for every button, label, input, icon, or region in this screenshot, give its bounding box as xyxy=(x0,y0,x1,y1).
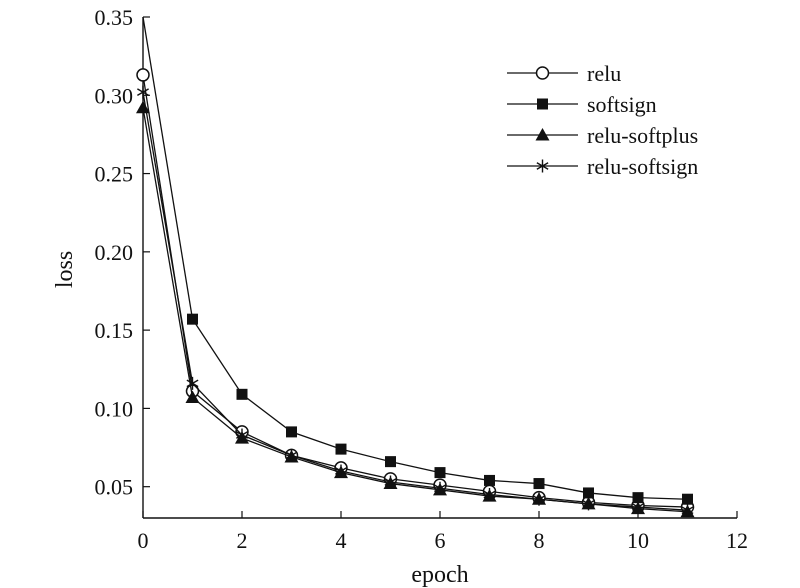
y-tick-label: 0.35 xyxy=(95,5,134,30)
asterisk-stroke xyxy=(335,467,347,475)
legend-marker xyxy=(535,66,550,80)
y-tick-label: 0.20 xyxy=(95,240,134,265)
data-point-relu xyxy=(136,68,150,82)
data-point-relu-softsign xyxy=(285,448,298,462)
asterisk-stroke xyxy=(236,431,248,439)
series-layer xyxy=(136,16,695,518)
data-point-relu-softsign xyxy=(632,500,644,514)
data-point-relu-softsign xyxy=(582,497,595,511)
series-line-relu xyxy=(142,74,688,508)
asterisk-stroke xyxy=(632,503,644,511)
data-point-softsign xyxy=(484,474,495,486)
x-tick-label: 2 xyxy=(237,528,248,553)
x-tick-label: 10 xyxy=(627,528,649,553)
asterisk-stroke xyxy=(434,484,446,493)
data-point-softsign xyxy=(682,493,693,505)
data-point-softsign xyxy=(632,492,644,504)
asterisk-stroke xyxy=(483,490,496,499)
legend-label: relu-softplus xyxy=(587,123,698,148)
y-tick-label: 0.10 xyxy=(95,396,134,421)
data-point-softsign xyxy=(385,456,396,468)
asterisk-stroke xyxy=(186,379,199,388)
series-relu-softsign xyxy=(137,85,694,517)
x-tick-label: 8 xyxy=(534,528,545,553)
asterisk-stroke xyxy=(137,88,149,97)
asterisk-stroke xyxy=(536,162,549,170)
legend-label: relu-softsign xyxy=(587,154,698,179)
data-point-relu-softsign xyxy=(236,428,248,442)
data-point-softsign xyxy=(236,388,248,400)
series-softsign xyxy=(142,16,693,505)
data-point-relu-softsign xyxy=(483,488,496,502)
data-point-relu-softsign xyxy=(335,464,347,478)
x-tick-label: 6 xyxy=(435,528,446,553)
data-point-relu-softsign xyxy=(681,503,694,517)
series-line-relu-softsign xyxy=(142,92,688,511)
legend-marker xyxy=(536,159,549,173)
data-point-softsign xyxy=(187,313,198,325)
x-tick-label: 0 xyxy=(138,528,149,553)
legend-item-relu: relu xyxy=(507,61,621,86)
asterisk-stroke xyxy=(582,500,595,508)
data-point-softsign xyxy=(335,443,347,455)
data-point-relu-softsign xyxy=(384,475,397,489)
y-tick-label: 0.30 xyxy=(95,83,134,108)
data-point-softsign xyxy=(533,478,545,490)
data-point-relu-softsign xyxy=(186,376,199,390)
data-point-softsign xyxy=(434,467,446,479)
y-tick-label: 0.05 xyxy=(95,475,134,500)
legend-marker xyxy=(535,128,550,141)
series-line-softsign xyxy=(142,16,688,500)
y-tick-label: 0.25 xyxy=(95,162,134,187)
x-tick-label: 12 xyxy=(726,528,748,553)
data-point-relu-softsign xyxy=(434,481,446,495)
legend-label: softsign xyxy=(587,92,657,117)
axes: 0 2 4 6 8 10 12 0.05 0.10 0.15 0.20 0.25 0.30 0.35 xyxy=(95,5,749,553)
legend: relu softsign relu-softplus relu-softsign xyxy=(507,61,698,179)
y-axis-title: loss xyxy=(52,251,78,288)
data-point-relu-softplus xyxy=(185,390,200,403)
asterisk-stroke xyxy=(285,451,298,460)
legend-item-relu-softsign: relu-softsign xyxy=(507,154,698,179)
legend-label: relu xyxy=(587,61,621,86)
data-point-relu-softsign xyxy=(533,492,545,506)
legend-marker xyxy=(537,98,548,110)
y-tick-label: 0.15 xyxy=(95,318,134,343)
asterisk-stroke xyxy=(384,478,397,486)
data-point-softsign xyxy=(286,426,297,438)
data-point-softsign xyxy=(583,487,594,499)
asterisk-stroke xyxy=(681,506,694,515)
legend-item-relu-softplus: relu-softplus xyxy=(507,123,698,148)
data-point-relu-softsign xyxy=(137,85,149,99)
x-axis-title: epoch xyxy=(411,562,468,588)
legend-item-softsign: softsign xyxy=(507,92,657,117)
asterisk-stroke xyxy=(533,495,545,504)
x-tick-label: 4 xyxy=(336,528,347,553)
